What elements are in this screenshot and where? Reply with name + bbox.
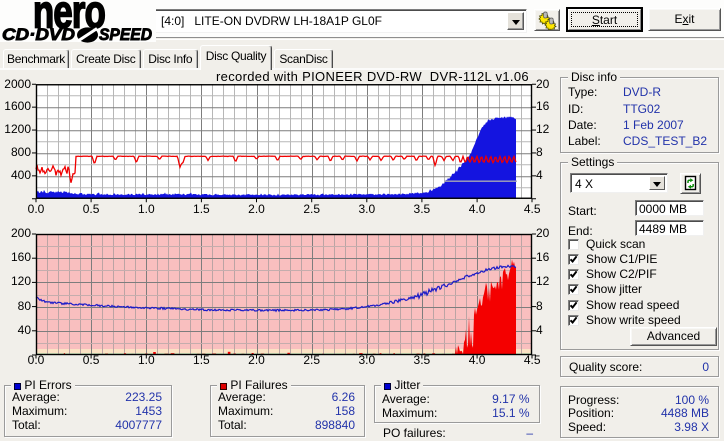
svg-text:SPEED: SPEED bbox=[99, 26, 152, 44]
svg-text:CD·DVD: CD·DVD bbox=[2, 26, 75, 44]
